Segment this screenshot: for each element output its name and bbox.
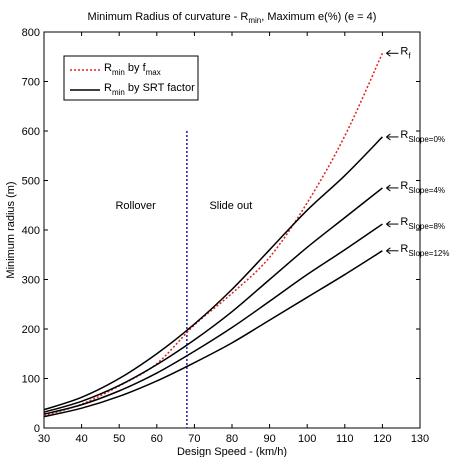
x-tick-label: 90 [263, 433, 275, 445]
y-tick-label: 600 [22, 126, 40, 138]
x-tick-label: 80 [226, 433, 238, 445]
y-tick-label: 400 [22, 225, 40, 237]
x-tick-label: 120 [373, 433, 391, 445]
x-tick-label: 110 [336, 433, 354, 445]
y-tick-label: 500 [22, 176, 40, 188]
region-label-slide-out: Slide out [209, 200, 252, 212]
label-arrowhead-rf [386, 49, 391, 57]
legend-label-s0: Rmin by SRT factor [104, 82, 195, 97]
legend-label-rf: Rmin by fmax [104, 62, 161, 77]
label-arrowhead-s8 [386, 220, 391, 228]
x-tick-label: 130 [411, 433, 429, 445]
x-tick-label: 100 [298, 433, 316, 445]
y-tick-label: 800 [22, 27, 40, 39]
y-tick-label: 100 [22, 374, 40, 386]
y-tick-label: 700 [22, 77, 40, 89]
x-tick-label: 30 [38, 433, 50, 445]
y-tick-label: 200 [22, 324, 40, 336]
label-arrowhead-s4 [386, 184, 391, 192]
series-line-s4 [43, 187, 383, 413]
series-label-s12: RSlope=12% [400, 243, 449, 258]
y-tick-label: 300 [22, 275, 40, 287]
x-tick-label: 70 [188, 433, 200, 445]
legend-box [63, 55, 199, 101]
label-arrowhead-s12 [386, 247, 391, 255]
x-tick-label: 40 [75, 433, 87, 445]
series-label-s4: RSlope=4% [400, 180, 445, 195]
x-axis-label: Design Speed - (km/h) [177, 446, 287, 457]
region-label-rollover: Rollover [115, 200, 156, 212]
chart-title: Minimum Radius of curvature - Rmin, Maxi… [88, 11, 377, 25]
y-tick-label: 0 [34, 423, 40, 435]
plot-area: 30 40 50 60 70 80 90 100 110 120 130 0 100 200 300 400 5… [22, 27, 450, 445]
y-axis-label: Minimum radius (m) [5, 181, 17, 278]
series-label-s8: RSlope=8% [400, 216, 445, 231]
series-line-s8 [43, 223, 383, 415]
x-tick-label: 60 [151, 433, 163, 445]
x-tick-label: 50 [113, 433, 125, 445]
series-line-s12 [43, 250, 383, 418]
series-line-s0 [43, 136, 383, 411]
series-label-s0: RSlope=0% [400, 129, 445, 144]
series-line-rf [43, 52, 384, 417]
label-arrowhead-s0 [386, 133, 391, 141]
series-label-rf: Rf [400, 45, 411, 60]
